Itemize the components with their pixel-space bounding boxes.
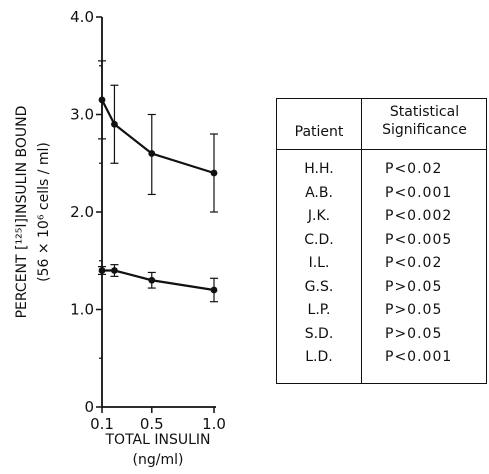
table-row: C.D. P<0.005 — [277, 232, 486, 256]
table-row: L.D. P<0.001 — [277, 349, 486, 373]
series-line — [102, 269, 215, 292]
table-row: H.H. P<0.02 — [277, 161, 486, 185]
insulin-binding-chart: 0 1.0 2.0 3.0 4.0 0.1 0.5 1.0 PERCENT [¹²⁵I]INS… — [14, 8, 226, 468]
table-rows: H.H. P<0.02 A.B. P<0.001 J.K. P<0.002 C.D. P… — [277, 161, 486, 373]
header-significance-line2: Significance — [382, 122, 467, 138]
data-point — [210, 286, 218, 294]
x-axis-title-line: TOTAL INSULIN — [105, 432, 211, 448]
patient-id: G.S. — [304, 278, 334, 295]
data-point — [148, 150, 156, 157]
patient-id: H.H. — [304, 161, 334, 177]
x-axis-title-line: (ng/ml) — [133, 452, 184, 468]
data-point — [210, 169, 218, 177]
data-marks — [98, 60, 218, 303]
header-significance-line1: Statistical — [389, 104, 460, 120]
significance-table: Patient Statistical Significance H.H. P<0… — [276, 98, 487, 384]
y-tick-label: 4.0 — [70, 8, 94, 26]
patient-id: I.L. — [308, 255, 330, 271]
data-point — [98, 96, 106, 104]
table-row: I.L. P<0.02 — [277, 255, 486, 279]
table-header-divider — [277, 149, 486, 150]
p-value: P<0.002 — [385, 208, 453, 224]
x-tick-label: 0.5 — [140, 415, 164, 433]
data-point — [111, 267, 118, 274]
patient-id: A.B. — [305, 184, 333, 201]
patient-id: J.K. — [307, 208, 331, 224]
table-column-divider — [361, 99, 362, 383]
y-tick-label: 3.0 — [70, 106, 94, 124]
p-value: P<0.005 — [385, 231, 453, 248]
y-tick-label: 1.0 — [70, 301, 94, 319]
table-row: G.S. P>0.05 — [277, 279, 486, 303]
table-row: A.B. P<0.001 — [277, 185, 486, 209]
x-tick-label: 1.0 — [202, 415, 226, 433]
header-significance: Statistical Significance — [363, 103, 486, 139]
y-axis-title-line: (56 × 10⁶ cells / ml) — [36, 142, 52, 282]
patient-id: L.P. — [307, 302, 331, 318]
axes: 0 1.0 2.0 3.0 4.0 0.1 0.5 1.0 — [70, 8, 226, 433]
data-point — [98, 267, 106, 274]
table-row: L.P. P>0.05 — [277, 302, 486, 326]
p-value: P<0.02 — [385, 255, 443, 271]
p-value: P<0.001 — [385, 349, 453, 365]
patient-id: C.D. — [304, 231, 334, 248]
x-tick-label: 0.1 — [90, 415, 114, 433]
p-value: P>0.05 — [385, 325, 443, 342]
p-value: P>0.05 — [385, 302, 443, 318]
table-row: S.D. P>0.05 — [277, 326, 486, 350]
patient-id: S.D. — [304, 325, 334, 342]
data-point — [148, 276, 156, 284]
data-point — [111, 120, 118, 128]
x-axis-title: TOTAL INSULIN (ng/ml) — [105, 432, 211, 468]
patient-id: L.D. — [305, 349, 333, 365]
p-value: P<0.02 — [385, 161, 443, 177]
y-tick-label: 2.0 — [70, 203, 94, 221]
y-axis-title-line: PERCENT [¹²⁵I]INSULIN BOUND — [14, 106, 30, 319]
y-tick-label: 0 — [84, 398, 94, 416]
table-row: J.K. P<0.002 — [277, 208, 486, 232]
y-axis-title: PERCENT [¹²⁵I]INSULIN BOUND (56 × 10⁶ cel… — [14, 106, 52, 319]
header-patient: Patient — [294, 124, 344, 140]
p-value: P>0.05 — [385, 278, 443, 295]
p-value: P<0.001 — [385, 184, 453, 201]
series-line — [101, 99, 215, 175]
